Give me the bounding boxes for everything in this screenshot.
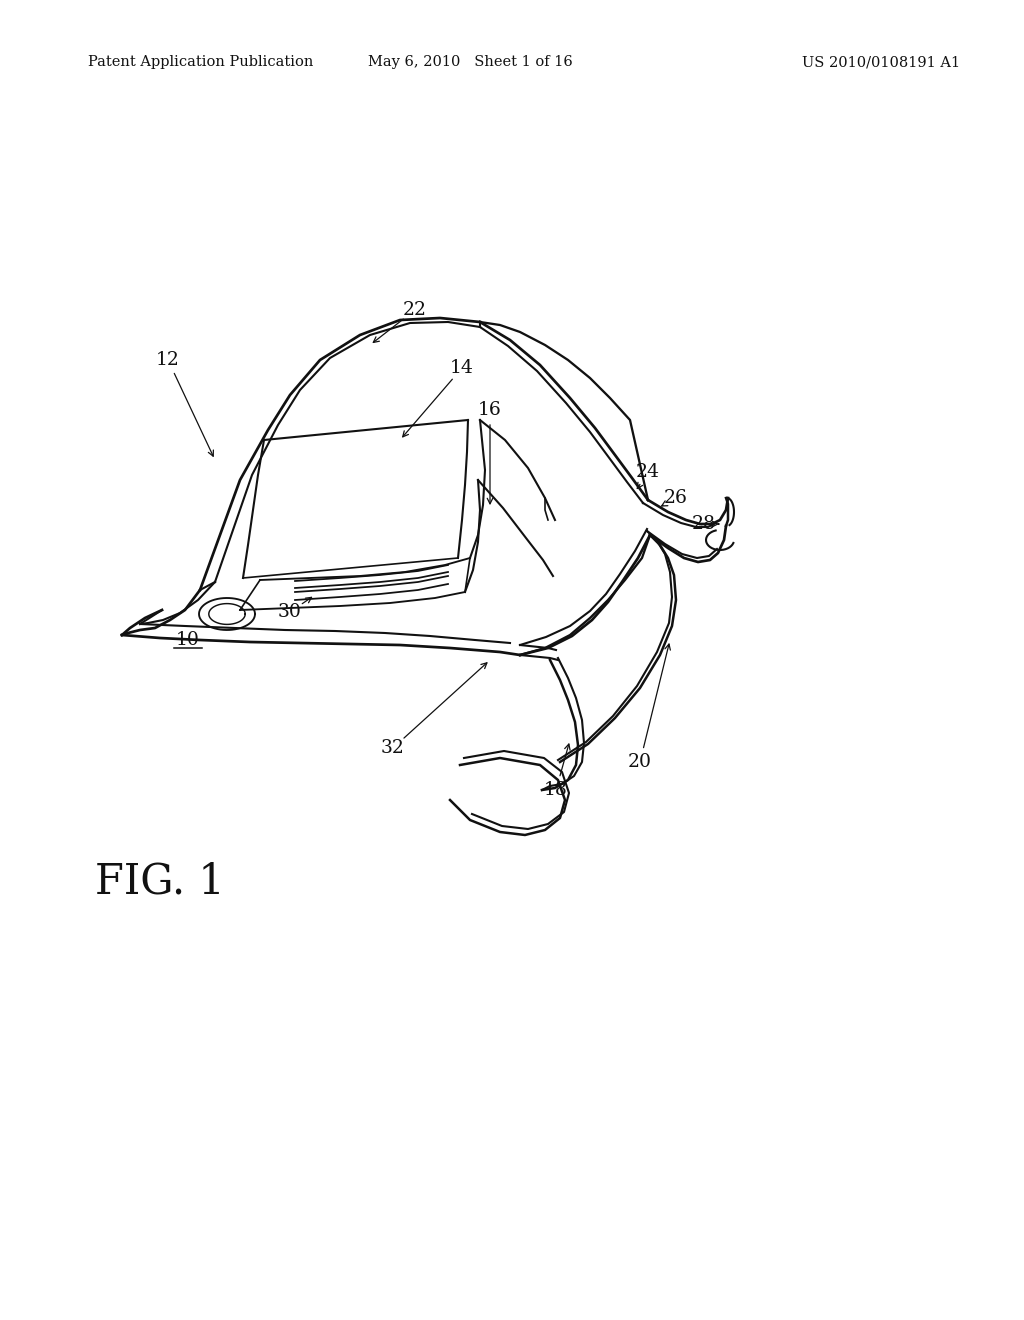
Text: 10: 10 <box>176 631 200 649</box>
Text: Patent Application Publication: Patent Application Publication <box>88 55 313 69</box>
Text: 14: 14 <box>451 359 474 378</box>
Text: 32: 32 <box>381 739 404 756</box>
Text: 12: 12 <box>156 351 180 370</box>
Text: FIG. 1: FIG. 1 <box>95 861 224 903</box>
Text: US 2010/0108191 A1: US 2010/0108191 A1 <box>802 55 961 69</box>
Text: 26: 26 <box>664 488 688 507</box>
Text: 28: 28 <box>692 515 716 533</box>
Text: 16: 16 <box>478 401 502 418</box>
Text: 20: 20 <box>628 752 652 771</box>
Text: 24: 24 <box>636 463 660 480</box>
Text: 18: 18 <box>544 781 568 799</box>
Text: 22: 22 <box>403 301 427 319</box>
Text: 30: 30 <box>279 603 302 620</box>
Text: May 6, 2010   Sheet 1 of 16: May 6, 2010 Sheet 1 of 16 <box>368 55 572 69</box>
